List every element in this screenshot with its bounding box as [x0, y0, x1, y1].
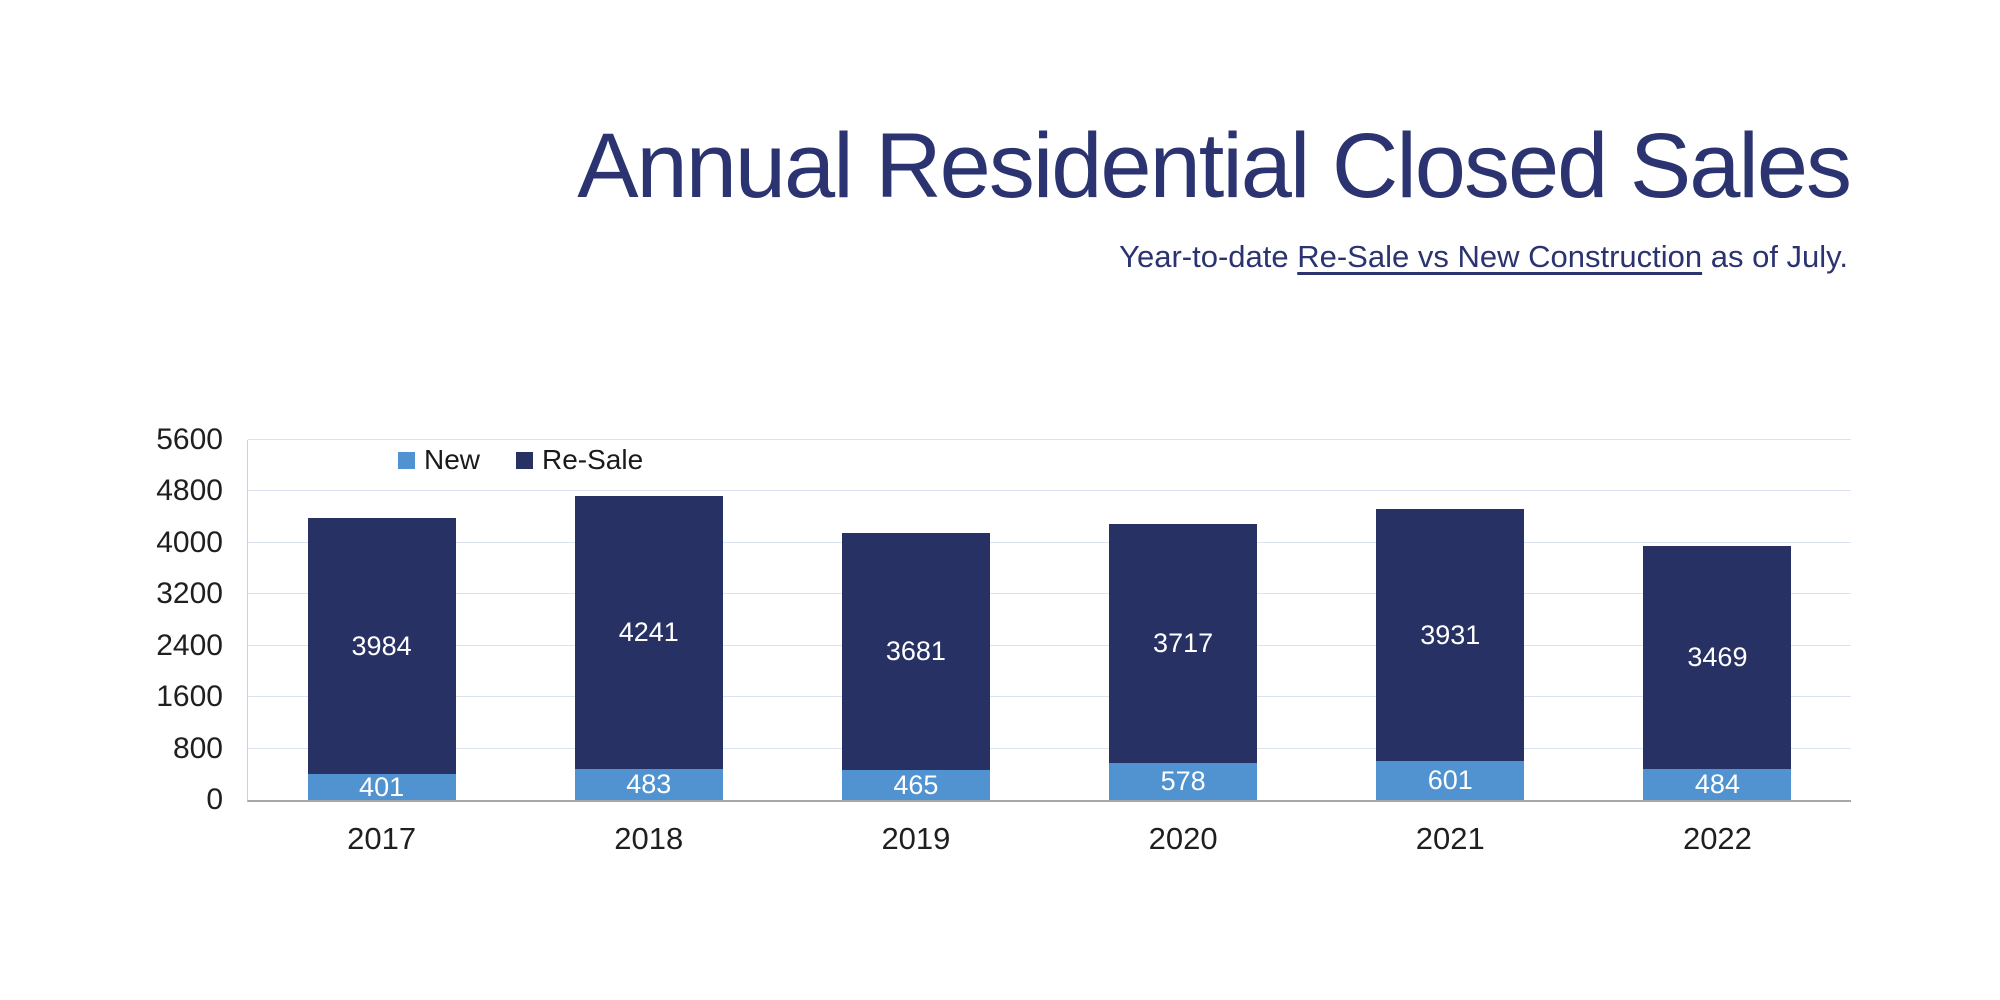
page-title: Annual Residential Closed Sales — [577, 115, 1852, 217]
gridline-4000 — [248, 541, 1851, 543]
gridlines — [248, 439, 1851, 800]
bar-value-resale-2020: 3717 — [1153, 627, 1214, 658]
y-tick-label-2400: 2400 — [156, 628, 223, 662]
plot-area: 3984 401 2017 4241 483 2018 3681 465 2019 3717 578… — [156, 425, 1851, 856]
bar-value-resale-2021: 3931 — [1420, 619, 1481, 650]
bar-group-2018: 4241 483 2018 — [515, 440, 782, 856]
y-tick-label-0: 0 — [206, 783, 223, 816]
subtitle-suffix: as of July. — [1702, 239, 1848, 274]
bar-2019: 3681 465 — [841, 533, 990, 800]
subtitle-underlined: Re-Sale vs New Construction — [1297, 239, 1703, 274]
subtitle-prefix: Year-to-date — [1119, 239, 1298, 274]
bar-segment-resale-2018: 4241 — [574, 496, 723, 769]
legend: New Re-Sale — [398, 445, 643, 475]
bar-2020: 3717 578 — [1109, 523, 1258, 800]
y-tick-label-800: 800 — [172, 731, 223, 765]
bar-segment-resale-2019: 3681 — [841, 533, 990, 771]
bar-2017: 3984 401 — [307, 518, 456, 802]
bar-value-new-2019: 465 — [893, 769, 939, 800]
y-axis-labels: 0 800 1600 2400 3200 4000 4800 5600 — [133, 425, 223, 815]
gridline-1600 — [248, 696, 1851, 698]
legend-item-resale: Re-Sale — [516, 445, 643, 475]
bar-segment-new-2019: 465 — [841, 769, 990, 800]
bar-segment-resale-2020: 3717 — [1109, 523, 1258, 763]
bar-segment-new-2017: 401 — [307, 771, 456, 802]
bar-value-resale-2019: 3681 — [885, 636, 946, 667]
bar-segment-new-2020: 578 — [1109, 762, 1258, 800]
bars: 3984 401 2017 4241 483 2018 3681 465 2019 3717 578… — [248, 440, 1851, 856]
bar-group-2017: 3984 401 2017 — [248, 440, 515, 856]
y-tick-label-5600: 5600 — [156, 423, 223, 456]
bar-segment-resale-2021: 3931 — [1376, 508, 1525, 762]
bar-value-new-2017: 401 — [359, 771, 405, 802]
bar-value-resale-2018: 4241 — [618, 617, 679, 648]
x-axis-label-2020: 2020 — [1148, 821, 1218, 856]
x-axis-label-2017: 2017 — [347, 821, 417, 856]
bar-value-new-2021: 601 — [1427, 765, 1473, 796]
gridline-2400 — [248, 644, 1851, 646]
x-axis-label-2018: 2018 — [614, 821, 684, 856]
y-tick-label-1600: 1600 — [156, 680, 223, 714]
bar-value-new-2022: 484 — [1694, 768, 1740, 799]
gridline-4800 — [248, 490, 1851, 492]
legend-label-new: New — [424, 444, 481, 475]
y-tick-label-3200: 3200 — [156, 577, 223, 611]
bar-group-2022: 3469 484 2022 — [1584, 440, 1851, 856]
bar-segment-resale-2022: 3469 — [1643, 545, 1792, 769]
bar-2021: 3931 601 — [1376, 508, 1525, 800]
y-tick-label-4800: 4800 — [156, 474, 223, 508]
bar-group-2021: 3931 601 2021 — [1317, 440, 1584, 856]
gridline-800 — [248, 747, 1851, 749]
legend-label-resale: Re-Sale — [542, 444, 644, 475]
legend-swatch-new-icon — [398, 451, 415, 469]
x-axis-label-2022: 2022 — [1682, 821, 1752, 856]
bar-segment-new-2021: 601 — [1376, 761, 1525, 800]
bar-group-2019: 3681 465 2019 — [782, 440, 1049, 856]
legend-item-new: New — [398, 445, 480, 475]
bar-segment-resale-2017: 3984 — [307, 518, 456, 775]
y-tick-label-4000: 4000 — [156, 525, 223, 559]
bar-value-resale-2017: 3984 — [351, 630, 412, 661]
bar-2018: 4241 483 — [574, 496, 723, 800]
gridline-3200 — [248, 593, 1851, 595]
x-axis-label-2021: 2021 — [1415, 821, 1485, 856]
bar-value-new-2018: 483 — [626, 768, 672, 799]
bar-segment-new-2022: 484 — [1643, 768, 1792, 800]
legend-swatch-resale-icon — [516, 451, 534, 469]
bar-value-new-2020: 578 — [1160, 765, 1206, 796]
page-subtitle: Year-to-date Re-Sale vs New Construction… — [200, 238, 1848, 275]
gridline-5600 — [248, 439, 1851, 440]
bar-group-2020: 3717 578 2020 — [1050, 440, 1317, 856]
bar-2022: 3469 484 — [1643, 545, 1792, 800]
bar-segment-new-2018: 483 — [574, 768, 723, 800]
x-axis-label-2019: 2019 — [881, 821, 951, 856]
bar-value-resale-2022: 3469 — [1687, 641, 1748, 672]
